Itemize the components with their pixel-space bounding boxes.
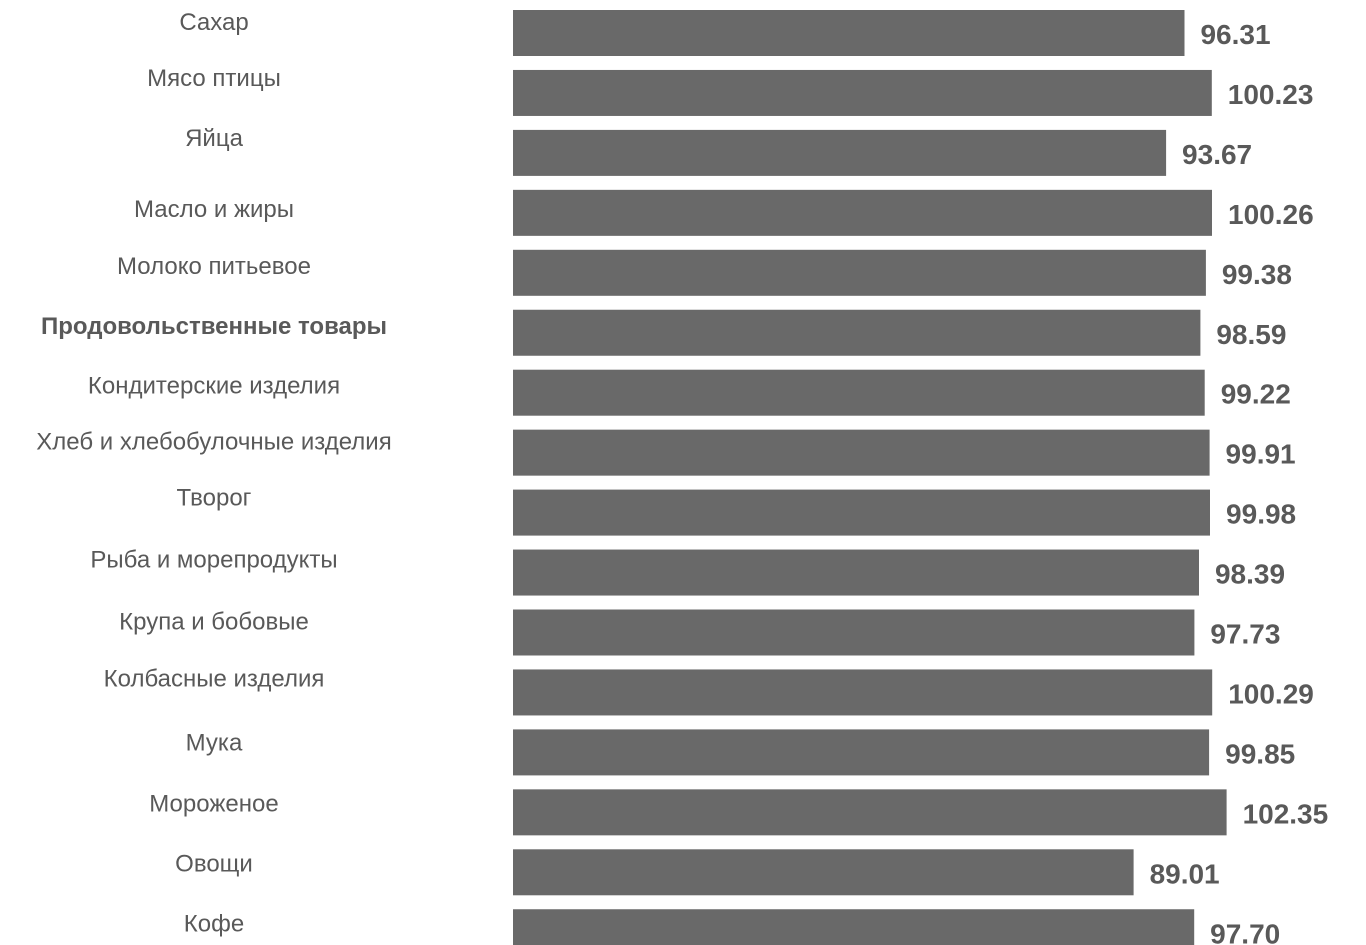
bar — [513, 69, 1212, 116]
category-labels: Сахар Мясо птицы Яйца Масло и жиры Молоко пи… — [36, 9, 391, 937]
bar — [513, 129, 1167, 176]
category-label: Кондитерские изделия — [88, 373, 340, 400]
category-label: Кофе — [184, 910, 244, 937]
category-label: Рыба и морепродукты — [90, 547, 337, 574]
category-label: Молоко питьевое — [117, 253, 311, 280]
category-label: Продовольственные товары — [41, 313, 387, 340]
bar — [513, 369, 1205, 416]
value-label: 96.31 — [1200, 19, 1270, 50]
value-label: 99.98 — [1226, 499, 1296, 530]
value-label: 98.59 — [1216, 319, 1286, 350]
value-label: 100.23 — [1228, 79, 1314, 110]
value-label: 98.39 — [1215, 559, 1285, 590]
bar — [513, 669, 1213, 716]
category-label: Масло и жиры — [134, 196, 294, 223]
category-label: Творог — [177, 485, 252, 512]
category-label: Сахар — [179, 9, 248, 36]
category-label: Колбасные изделия — [104, 665, 325, 692]
value-label: 99.38 — [1222, 259, 1292, 290]
category-label: Хлеб и хлебобулочные изделия — [36, 429, 391, 456]
bar — [513, 729, 1210, 776]
value-label: 97.70 — [1210, 918, 1280, 945]
bars — [513, 10, 1227, 945]
category-label: Яйца — [185, 125, 243, 152]
value-label: 99.22 — [1221, 379, 1291, 410]
value-labels: 96.31 100.23 93.67 100.26 99.38 98.59 99.22 99.… — [1150, 19, 1329, 945]
bar — [513, 849, 1134, 896]
value-label: 99.85 — [1225, 738, 1295, 769]
value-label: 100.29 — [1228, 678, 1314, 709]
value-label: 97.73 — [1210, 619, 1280, 650]
category-label: Овощи — [175, 850, 253, 877]
category-label: Крупа и бобовые — [119, 609, 309, 636]
bar — [513, 10, 1185, 56]
bar — [513, 189, 1212, 236]
bar — [513, 249, 1206, 296]
value-label: 100.26 — [1228, 199, 1314, 230]
bar — [513, 549, 1199, 596]
bar — [513, 909, 1195, 945]
value-label: 99.91 — [1226, 439, 1296, 470]
category-label: Мясо птицы — [147, 65, 281, 92]
bar — [513, 489, 1210, 536]
bar — [513, 309, 1201, 356]
value-label: 93.67 — [1182, 139, 1252, 170]
category-label: Мороженое — [149, 790, 278, 817]
bar — [513, 609, 1195, 656]
bar — [513, 789, 1227, 836]
bar — [513, 429, 1210, 476]
value-label: 89.01 — [1150, 858, 1220, 889]
value-label: 102.35 — [1243, 798, 1329, 829]
category-label: Мука — [186, 729, 243, 756]
